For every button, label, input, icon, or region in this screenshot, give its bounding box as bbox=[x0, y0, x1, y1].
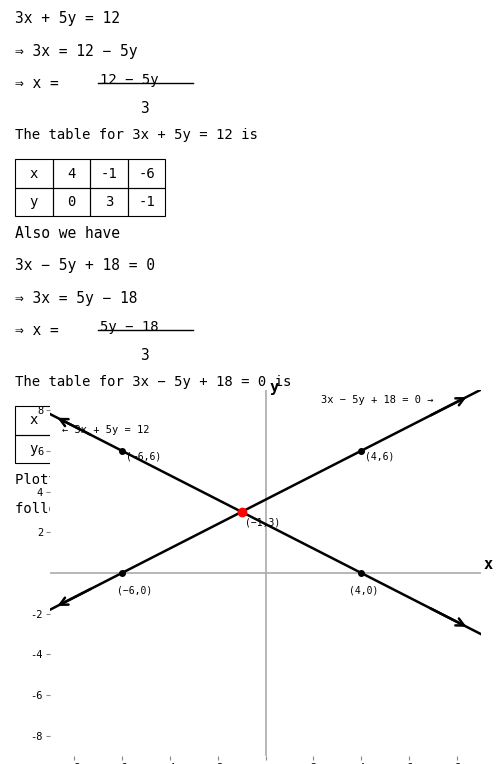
Text: ⇒ x =: ⇒ x = bbox=[15, 323, 68, 338]
Text: y: y bbox=[270, 380, 279, 395]
Text: 3: 3 bbox=[142, 442, 151, 456]
Bar bbox=[53, 435, 90, 463]
Text: 3x − 5y + 18 = 0 →: 3x − 5y + 18 = 0 → bbox=[321, 395, 433, 405]
Text: 0: 0 bbox=[67, 442, 76, 456]
Text: -6: -6 bbox=[138, 167, 155, 180]
Bar bbox=[53, 159, 90, 188]
Text: -6: -6 bbox=[63, 413, 80, 427]
Text: ⇒ 3x = 12 − 5y: ⇒ 3x = 12 − 5y bbox=[15, 44, 138, 59]
Text: 3: 3 bbox=[140, 348, 149, 363]
Text: (−6,6): (−6,6) bbox=[125, 452, 161, 462]
Text: x: x bbox=[30, 167, 38, 180]
Bar bbox=[128, 188, 165, 216]
Bar bbox=[15, 406, 53, 435]
Text: ⇒ x =: ⇒ x = bbox=[15, 76, 68, 92]
Text: 4: 4 bbox=[67, 167, 76, 180]
Text: -1: -1 bbox=[138, 195, 155, 209]
Text: The table for 3x + 5y = 12 is: The table for 3x + 5y = 12 is bbox=[15, 128, 258, 142]
Text: 3: 3 bbox=[140, 101, 149, 116]
Text: 4: 4 bbox=[105, 413, 113, 427]
Bar bbox=[15, 435, 53, 463]
Text: 5y − 18: 5y − 18 bbox=[100, 320, 159, 334]
Text: x: x bbox=[483, 558, 492, 572]
Text: -1: -1 bbox=[101, 167, 117, 180]
Text: 3: 3 bbox=[105, 195, 113, 209]
Bar bbox=[90, 406, 128, 435]
Bar bbox=[53, 188, 90, 216]
Text: (−6,0): (−6,0) bbox=[117, 585, 152, 595]
Text: x: x bbox=[30, 413, 38, 427]
Text: 12 − 5y: 12 − 5y bbox=[100, 73, 159, 87]
Text: y: y bbox=[30, 442, 38, 456]
Text: (−1,3): (−1,3) bbox=[245, 517, 281, 527]
Bar bbox=[53, 406, 90, 435]
Bar bbox=[90, 188, 128, 216]
Bar bbox=[128, 159, 165, 188]
Text: ⇒ 3x = 5y − 18: ⇒ 3x = 5y − 18 bbox=[15, 290, 138, 306]
Text: (4,6): (4,6) bbox=[365, 452, 394, 462]
Text: following required graph:: following required graph: bbox=[15, 502, 224, 516]
Text: The table for 3x − 5y + 18 = 0 is: The table for 3x − 5y + 18 = 0 is bbox=[15, 375, 292, 389]
Text: y: y bbox=[30, 195, 38, 209]
Text: 3x + 5y = 12: 3x + 5y = 12 bbox=[15, 11, 120, 27]
Text: 6: 6 bbox=[105, 442, 113, 456]
Text: (4,0): (4,0) bbox=[349, 585, 379, 595]
Bar bbox=[90, 159, 128, 188]
Bar bbox=[128, 406, 165, 435]
Text: 3x − 5y + 18 = 0: 3x − 5y + 18 = 0 bbox=[15, 258, 155, 274]
Text: Plotting the above points we get the: Plotting the above points we get the bbox=[15, 472, 317, 487]
Bar bbox=[90, 435, 128, 463]
Text: ← 3x + 5y = 12: ← 3x + 5y = 12 bbox=[62, 426, 150, 435]
Bar bbox=[15, 159, 53, 188]
Bar bbox=[15, 188, 53, 216]
Text: Also we have: Also we have bbox=[15, 225, 120, 241]
Text: 0: 0 bbox=[67, 195, 76, 209]
Text: -1: -1 bbox=[138, 413, 155, 427]
Bar bbox=[128, 435, 165, 463]
